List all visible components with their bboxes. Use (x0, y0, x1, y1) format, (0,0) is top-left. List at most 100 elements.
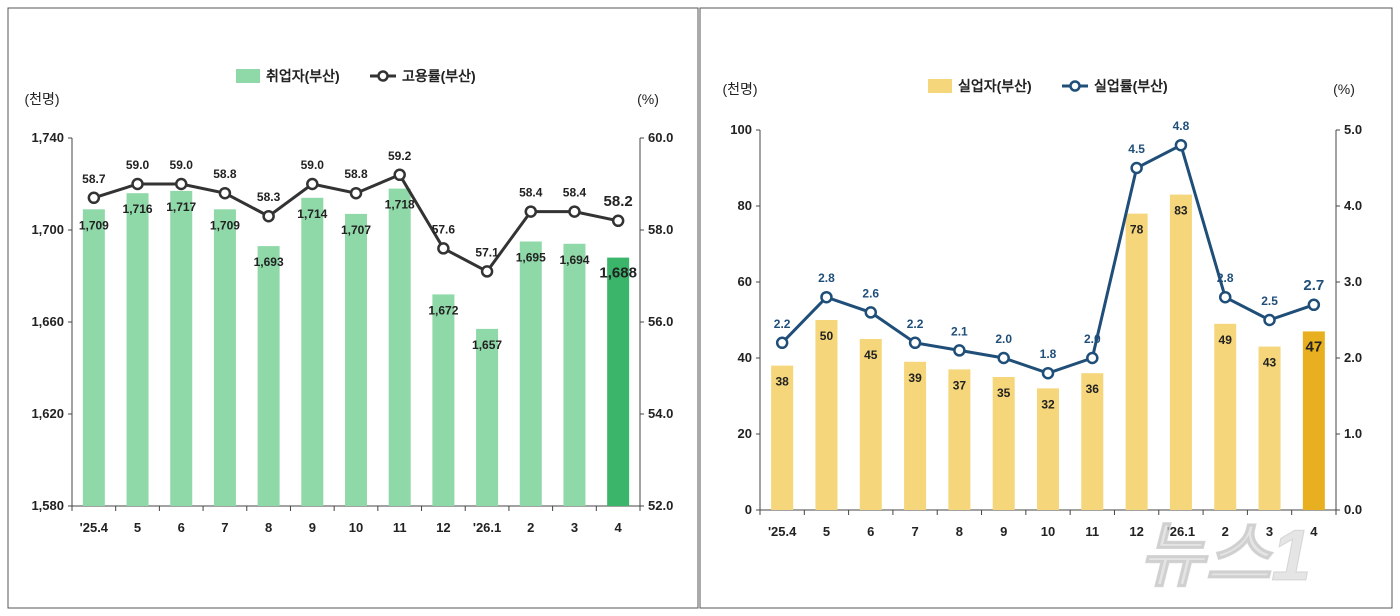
bar-value-label: 39 (908, 371, 922, 385)
y-tick-label-right: 56.0 (648, 314, 673, 329)
bar-value-label: 47 (1306, 338, 1323, 355)
x-tick-label: 2 (1222, 524, 1229, 539)
line-value-label: 2.8 (1217, 271, 1234, 285)
bar (257, 246, 280, 506)
legend-bar-swatch (236, 69, 260, 83)
line-point (997, 351, 1010, 365)
x-tick-label: 2 (527, 520, 534, 535)
line-point (820, 290, 833, 304)
legend-bar-label: 취업자(부산) (266, 68, 340, 84)
line-value-label: 2.6 (862, 286, 879, 300)
line-value-label: 2.8 (818, 271, 835, 285)
x-tick-label: 7 (221, 520, 228, 535)
y-tick-label-right: 2.0 (1344, 350, 1362, 365)
x-tick-label: 10 (349, 520, 363, 535)
legend-line-label: 고용률(부산) (402, 68, 476, 84)
bar-value-label: 36 (1086, 382, 1100, 396)
line-value-label: 59.2 (388, 149, 412, 163)
left-unit-label: (천명) (722, 81, 757, 97)
x-tick-label: 4 (615, 520, 623, 535)
x-tick-label: 10 (1041, 524, 1055, 539)
x-tick-label: '26.1 (1167, 524, 1195, 539)
line-value-label: 2.2 (774, 317, 791, 331)
bar (1125, 213, 1148, 510)
y-tick-label-right: 54.0 (648, 406, 673, 421)
x-tick-label: '25.4 (80, 520, 109, 535)
line-point (775, 336, 789, 350)
bar-value-label: 37 (953, 378, 967, 392)
line-value-label: 58.8 (344, 167, 368, 181)
bar-value-label: 1,657 (472, 338, 502, 352)
line-value-label: 58.3 (257, 190, 281, 204)
legend-line-marker (377, 70, 389, 82)
bar-value-label: 1,709 (79, 218, 109, 232)
line-point (87, 191, 101, 205)
x-tick-label: 11 (393, 520, 407, 535)
x-tick-label: 12 (436, 520, 450, 535)
bar-value-label: 1,694 (559, 253, 589, 267)
line-value-label: 2.1 (951, 324, 968, 338)
bar-value-label: 1,709 (210, 218, 240, 232)
line-value-label: 1.8 (1040, 347, 1057, 361)
bar (1214, 323, 1237, 510)
x-tick-label: 8 (956, 524, 963, 539)
line-point (524, 205, 538, 218)
x-tick-label: 6 (178, 520, 185, 535)
line-point (131, 177, 144, 191)
x-tick-label: 9 (309, 520, 316, 535)
y-tick-label-right: 52.0 (648, 498, 673, 513)
line-point (349, 186, 363, 200)
bar (432, 294, 455, 506)
x-tick-label: 3 (571, 520, 578, 535)
legend-line-marker (1069, 80, 1081, 92)
line-point (437, 242, 450, 255)
y-tick-label-left: 100 (730, 122, 752, 137)
bar (170, 190, 193, 506)
line-value-label: 2.2 (907, 317, 924, 331)
line-point (1218, 290, 1232, 304)
line-point (953, 344, 966, 357)
bar (1302, 331, 1325, 510)
legend-bar-label: 실업자(부산) (958, 78, 1032, 94)
bar (476, 328, 499, 506)
y-tick-label-right: 60.0 (648, 130, 673, 145)
line-point (480, 265, 494, 278)
bar-value-label: 43 (1263, 356, 1277, 370)
line-point (568, 205, 581, 218)
x-tick-label: 9 (1000, 524, 1007, 539)
x-tick-label: 11 (1085, 524, 1099, 539)
bar-value-label: 50 (820, 329, 834, 343)
line-value-label: 58.4 (519, 186, 543, 200)
bar-value-label: 32 (1041, 397, 1055, 411)
bar-value-label: 45 (864, 348, 878, 362)
bar (815, 320, 838, 510)
bar (388, 188, 411, 506)
line-point (1174, 138, 1188, 152)
y-tick-label-left: 1,660 (31, 314, 64, 329)
x-tick-label: '25.4 (768, 524, 797, 539)
x-tick-label: 8 (265, 520, 272, 535)
y-tick-label-left: 20 (738, 426, 752, 441)
line-value-label: 2.0 (1084, 332, 1101, 346)
bar-value-label: 1,688 (599, 265, 637, 282)
bar-value-label: 1,707 (341, 223, 371, 237)
legend-line-label: 실업률(부산) (1094, 78, 1168, 94)
bar (82, 209, 105, 507)
line-value-label: 2.0 (995, 332, 1012, 346)
line-value-label: 59.0 (301, 158, 325, 172)
chart-frame (699, 7, 1393, 609)
y-tick-label-left: 1,580 (31, 498, 64, 513)
bar-value-label: 1,672 (428, 303, 458, 317)
bar-value-label: 1,717 (166, 200, 196, 214)
line-point (262, 209, 275, 223)
line-point (1086, 351, 1099, 365)
watermark-logo: 뉴스1 (1139, 516, 1312, 596)
y-tick-label-right: 3.0 (1344, 274, 1362, 289)
bar-value-label: 78 (1130, 223, 1144, 237)
line-value-label: 2.7 (1303, 277, 1324, 294)
bar (519, 241, 542, 506)
bar (948, 369, 971, 510)
line-point (1263, 313, 1276, 327)
x-tick-label: 5 (134, 520, 141, 535)
